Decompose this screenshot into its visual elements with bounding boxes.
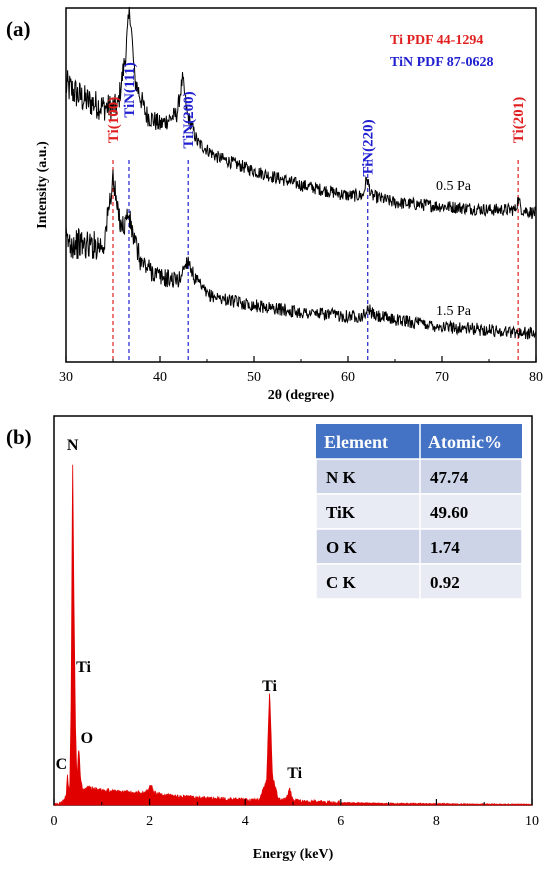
- table-cell: 47.74: [430, 468, 469, 487]
- atomic-percent-table: Element Atomic% N K 47.74 TiK 49.60 O K 1.74 C K…: [315, 424, 523, 600]
- xrd-series: [65, 6, 537, 340]
- eds-peak-label: Ti: [262, 678, 277, 695]
- table-cell: C K: [326, 573, 357, 592]
- xrd-series-line: [65, 169, 537, 340]
- panel-a-label: (a): [6, 17, 31, 41]
- table-cell: 0.92: [430, 573, 460, 592]
- eds-peak-label: O: [81, 730, 93, 747]
- x-tick-label: 4: [242, 814, 249, 829]
- x-tick-label: 40: [153, 370, 167, 385]
- table-cell: TiK: [326, 503, 356, 522]
- x-tick-label: 70: [435, 370, 449, 385]
- legend-tin: TiN PDF 87-0628: [390, 55, 493, 70]
- eds-peak-label: Ti: [76, 659, 91, 676]
- table-header-cell: Atomic%: [428, 432, 502, 452]
- x-ticks: 0 2 4 6 8 10: [51, 799, 539, 829]
- x-ticks: 30 40 50 60 70 80: [59, 356, 543, 385]
- x-tick-label: 30: [59, 370, 73, 385]
- x-tick-label: 6: [337, 814, 344, 829]
- series-label-1: 1.5 Pa: [436, 304, 472, 319]
- table-row: [315, 493, 523, 530]
- table-cell: O K: [326, 538, 357, 557]
- x-tick-label: 8: [433, 814, 440, 829]
- xrd-panel: (a) 30 40 50 60 70 80 Ti(100)TiN(111) TiN(200)…: [6, 6, 543, 403]
- eds-peak-label: C: [56, 756, 68, 773]
- panel-b-label: (b): [6, 425, 32, 449]
- reference-peak-label: Ti(201): [511, 97, 527, 143]
- reference-peak-label: TiN(111): [122, 62, 138, 118]
- eds-peak-label: Ti: [287, 765, 302, 782]
- table-header-row: [316, 424, 522, 459]
- x-axis-title: 2θ (degree): [268, 388, 335, 403]
- table-cell: 49.60: [430, 503, 468, 522]
- eds-panel: (b) 0 2 4 6 8 10 N Ti OC Ti Ti Element Atomic% N K 4…: [6, 415, 539, 862]
- x-tick-label: 2: [146, 814, 153, 829]
- table-header-cell: Element: [324, 432, 388, 452]
- table-row: [315, 458, 523, 495]
- reference-peak-labels: Ti(100)TiN(111) TiN(200) TiN(220) Ti(201): [106, 62, 527, 176]
- y-axis-title: Intensity (a.u.): [35, 141, 50, 229]
- table-row: [315, 528, 523, 565]
- eds-spectrum: [53, 464, 533, 807]
- reference-peak-label: TiN(200): [181, 91, 197, 148]
- reference-peak-label: TiN(220): [361, 119, 377, 176]
- xrd-series-line: [65, 6, 537, 220]
- reference-lines: [112, 160, 519, 362]
- x-tick-label: 80: [529, 370, 543, 385]
- eds-spectrum-area: [53, 464, 533, 807]
- table-cell: 1.74: [430, 538, 460, 557]
- eds-peak-label: N: [67, 437, 79, 454]
- table-cell: N K: [326, 468, 357, 487]
- eds-peak-labels: N Ti OC Ti Ti: [56, 437, 303, 782]
- table-row: [315, 563, 523, 600]
- x-tick-label: 50: [247, 370, 261, 385]
- x-tick-label: 10: [525, 814, 539, 829]
- x-axis-title-eds: Energy (keV): [253, 847, 334, 862]
- legend-ti: Ti PDF 44-1294: [390, 33, 483, 48]
- x-tick-label: 0: [51, 814, 58, 829]
- series-label-0: 0.5 Pa: [436, 179, 472, 194]
- reference-peak-label: Ti(100): [106, 97, 122, 143]
- x-tick-label: 60: [341, 370, 355, 385]
